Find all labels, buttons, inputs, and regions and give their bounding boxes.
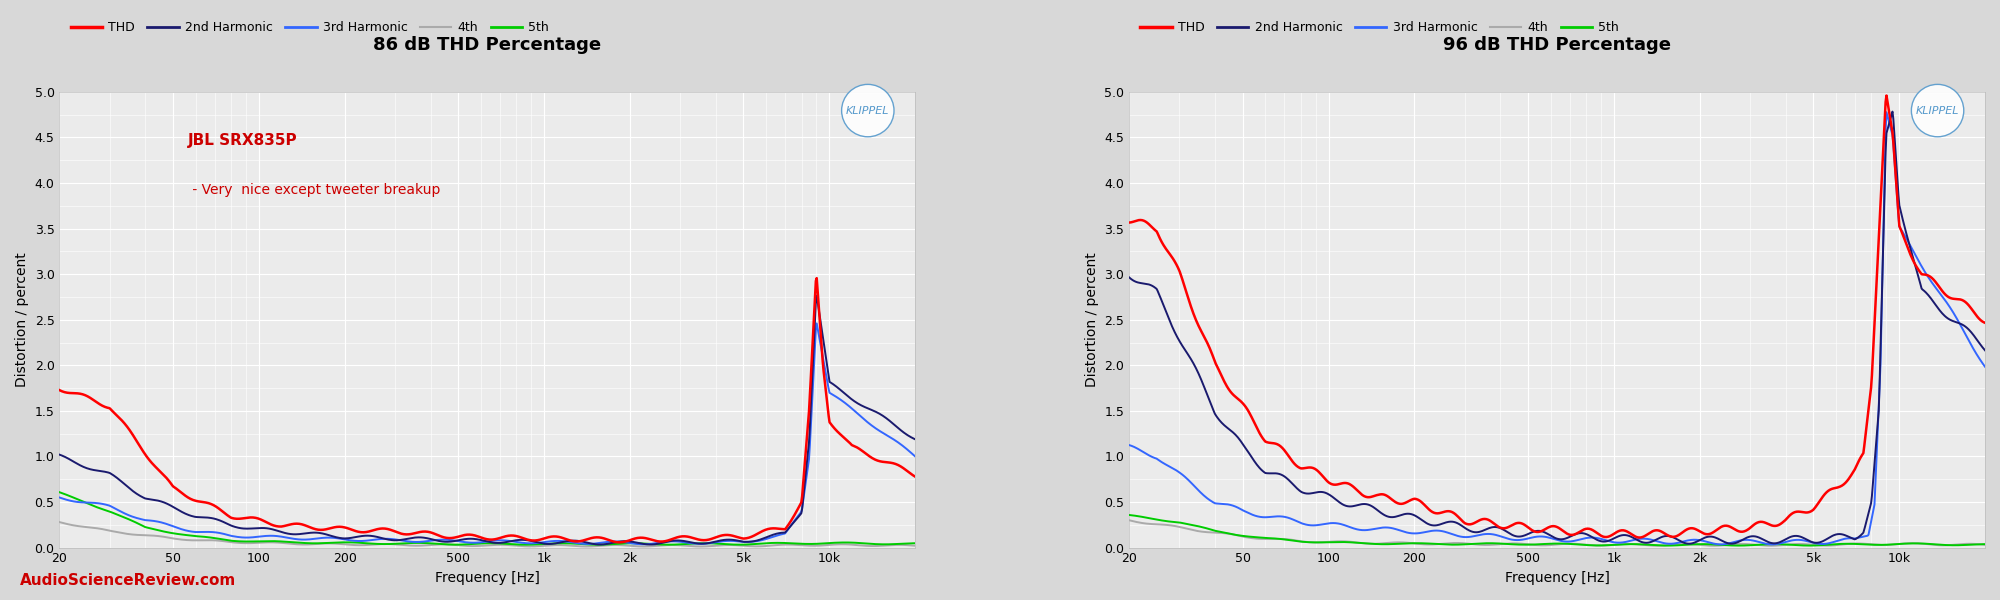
Y-axis label: Distortion / percent: Distortion / percent (1084, 253, 1098, 387)
X-axis label: Frequency [Hz]: Frequency [Hz] (434, 571, 540, 585)
Legend: THD, 2nd Harmonic, 3rd Harmonic, 4th, 5th: THD, 2nd Harmonic, 3rd Harmonic, 4th, 5t… (66, 16, 554, 39)
Title: 86 dB THD Percentage: 86 dB THD Percentage (374, 36, 602, 54)
Text: - Very  nice except tweeter breakup: - Very nice except tweeter breakup (188, 183, 440, 197)
Text: AudioScienceReview.com: AudioScienceReview.com (20, 573, 236, 588)
Legend: THD, 2nd Harmonic, 3rd Harmonic, 4th, 5th: THD, 2nd Harmonic, 3rd Harmonic, 4th, 5t… (1136, 16, 1624, 39)
Title: 96 dB THD Percentage: 96 dB THD Percentage (1444, 36, 1672, 54)
Text: KLIPPEL: KLIPPEL (846, 106, 890, 116)
Text: KLIPPEL: KLIPPEL (1916, 106, 1960, 116)
Y-axis label: Distortion / percent: Distortion / percent (14, 253, 28, 387)
Text: JBL SRX835P: JBL SRX835P (188, 133, 298, 148)
X-axis label: Frequency [Hz]: Frequency [Hz] (1504, 571, 1610, 585)
